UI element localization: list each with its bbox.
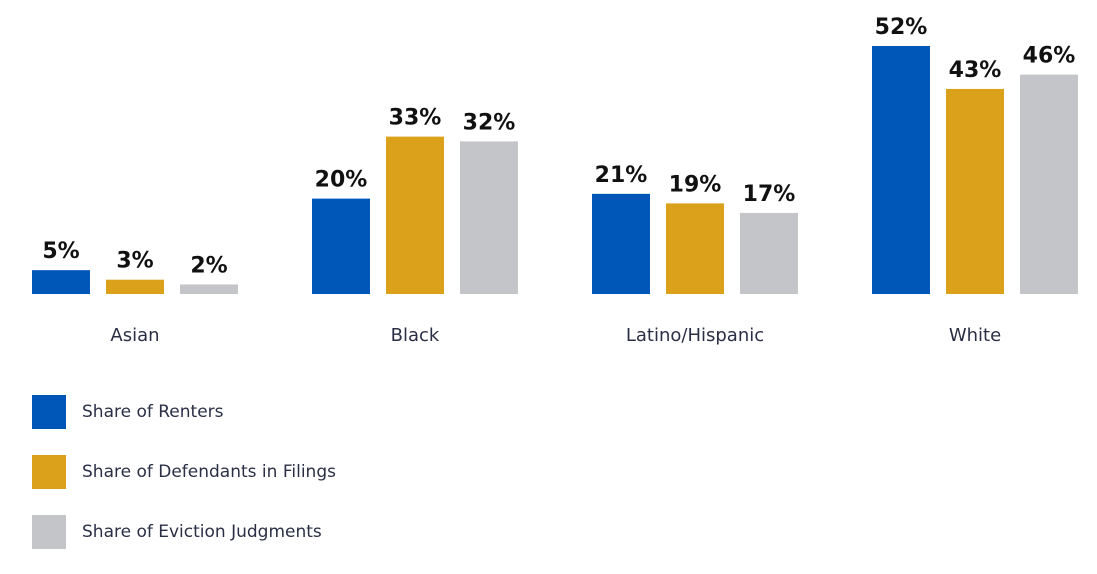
legend-swatch-judgments <box>32 515 66 549</box>
legend-swatch-defendants <box>32 455 66 489</box>
bar-asian-defendants <box>106 279 164 294</box>
bar-asian-judgments <box>180 284 238 294</box>
bar-latino-hispanic-renters <box>592 193 650 294</box>
value-label-black-renters: 20% <box>315 168 368 193</box>
value-label-white-defendants: 43% <box>949 58 1002 83</box>
category-labels-layer: Asian Black Latino/Hispanic White <box>110 325 1001 346</box>
legend-swatch-renters <box>32 395 66 429</box>
bar-latino-hispanic-defendants <box>666 203 724 294</box>
value-label-black-judgments: 32% <box>463 110 516 135</box>
legend-label-judgments: Share of Eviction Judgments <box>82 522 322 542</box>
value-label-white-judgments: 46% <box>1023 44 1076 69</box>
value-labels-layer: 5% 3% 2% 20% 33% 32% 21% 19% 17% 52% 43% 46% <box>42 15 1075 278</box>
category-label-white: White <box>949 325 1001 346</box>
bar-asian-renters <box>32 270 90 294</box>
bar-black-judgments <box>460 141 518 294</box>
bar-white-defendants <box>946 88 1004 294</box>
bar-white-renters <box>872 46 930 294</box>
legend-item-judgments: Share of Eviction Judgments <box>32 514 336 550</box>
category-label-black: Black <box>391 325 440 346</box>
value-label-latino-hispanic-judgments: 17% <box>743 182 796 207</box>
value-label-latino-hispanic-renters: 21% <box>595 163 648 188</box>
value-label-asian-renters: 5% <box>42 239 79 264</box>
bar-black-renters <box>312 198 370 294</box>
value-label-black-defendants: 33% <box>389 106 442 131</box>
value-label-latino-hispanic-defendants: 19% <box>669 172 722 197</box>
value-label-asian-judgments: 2% <box>190 253 227 278</box>
legend-item-defendants: Share of Defendants in Filings <box>32 454 336 490</box>
value-label-white-renters: 52% <box>875 15 928 40</box>
legend-label-renters: Share of Renters <box>82 402 224 422</box>
category-label-latino-hispanic: Latino/Hispanic <box>626 325 764 346</box>
bars-layer <box>32 46 1078 294</box>
bar-chart: 5% 3% 2% 20% 33% 32% 21% 19% 17% 52% 43% 46% Asian B… <box>32 15 1078 346</box>
value-label-asian-defendants: 3% <box>116 249 153 274</box>
legend-label-defendants: Share of Defendants in Filings <box>82 462 336 482</box>
bar-latino-hispanic-judgments <box>740 212 798 294</box>
category-label-asian: Asian <box>110 325 159 346</box>
legend: Share of Renters Share of Defendants in … <box>32 394 336 574</box>
legend-item-renters: Share of Renters <box>32 394 336 430</box>
bar-white-judgments <box>1020 74 1078 294</box>
bar-black-defendants <box>386 136 444 294</box>
